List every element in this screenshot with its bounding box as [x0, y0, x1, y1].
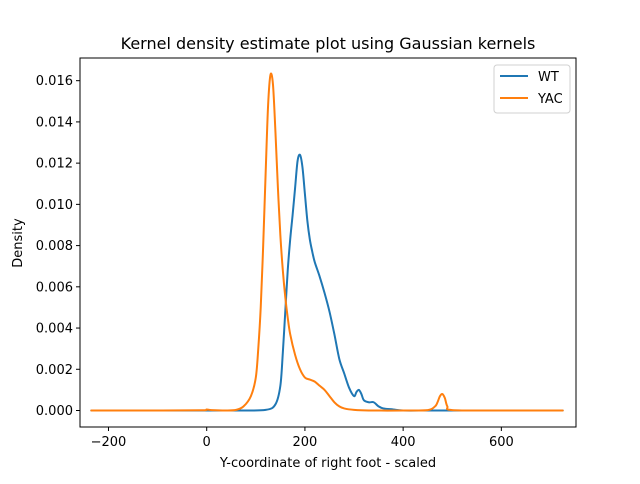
- x-axis-label: Y-coordinate of right foot - scaled: [219, 456, 436, 471]
- series-line-wt: [90, 153, 564, 412]
- y-tick-label: 0.000: [36, 404, 73, 419]
- x-axis: −200 0 200 400 600: [91, 427, 514, 450]
- x-tick-label: 0: [203, 435, 211, 450]
- plot-area: [79, 57, 577, 428]
- y-tick-label: 0.016: [36, 74, 73, 89]
- legend-label-wt: WT: [538, 70, 559, 85]
- y-tick-label: 0.014: [36, 115, 73, 130]
- legend: WT YAC: [493, 64, 571, 114]
- plot-frame: [79, 57, 577, 428]
- x-tick-label: 600: [489, 435, 514, 450]
- y-tick-label: 0.006: [36, 280, 73, 295]
- x-tick-label: −200: [91, 435, 127, 450]
- series-line-yac: [90, 72, 564, 412]
- y-tick-label: 0.012: [36, 157, 73, 172]
- x-tick-label: 400: [391, 435, 416, 450]
- y-tick-label: 0.002: [36, 363, 73, 378]
- y-tick-label: 0.008: [36, 239, 73, 254]
- legend-label-yac: YAC: [537, 92, 563, 107]
- series-layer: [90, 72, 564, 412]
- x-tick-label: 200: [293, 435, 318, 450]
- chart-title: Kernel density estimate plot using Gauss…: [121, 34, 536, 53]
- y-tick-label: 0.010: [36, 198, 73, 213]
- y-tick-label: 0.004: [36, 322, 73, 337]
- y-axis-label: Density: [11, 218, 26, 268]
- y-axis: 0.000 0.002 0.004 0.006 0.008 0.010 0.012 0.014…: [36, 74, 80, 419]
